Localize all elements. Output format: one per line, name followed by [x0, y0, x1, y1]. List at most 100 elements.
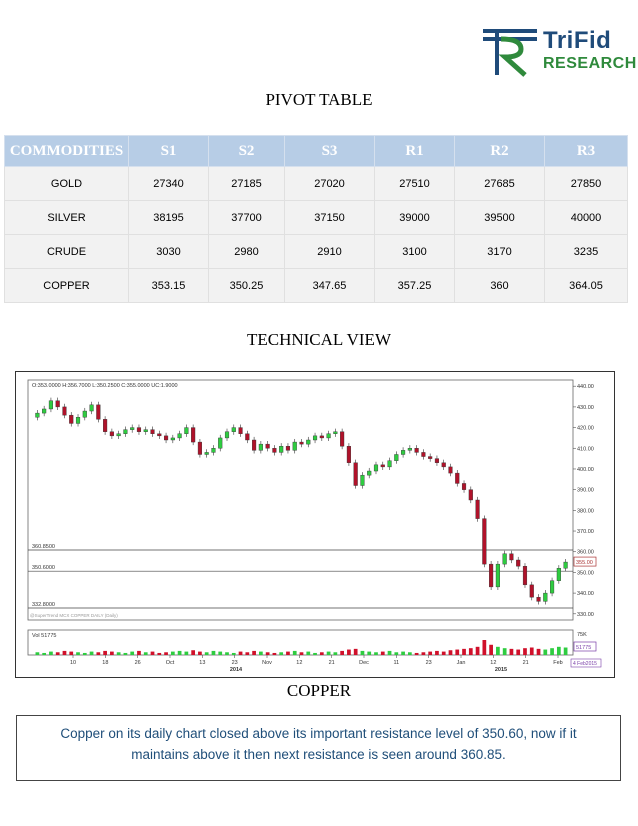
- candle-body: [157, 433, 162, 437]
- volume-bar: [489, 644, 493, 655]
- candle-body: [130, 427, 135, 430]
- volume-bar: [333, 652, 338, 655]
- x-tick-label: Nov: [262, 660, 272, 666]
- volume-bar: [468, 648, 473, 655]
- volume-bar: [286, 651, 290, 655]
- candle-body: [211, 448, 216, 453]
- analysis-comment: Copper on its daily chart closed above i…: [60, 726, 577, 762]
- volume-bar: [103, 650, 107, 655]
- level-label: 332.8000: [32, 602, 55, 608]
- candle-body: [461, 483, 467, 490]
- candle-body: [441, 462, 446, 468]
- pivot-table-title: PIVOT TABLE: [265, 90, 373, 109]
- candle-body: [150, 429, 155, 434]
- candle-body: [69, 414, 74, 424]
- candle-body: [475, 499, 480, 519]
- candle-body: [197, 441, 202, 455]
- last-price-label: 355.00: [576, 560, 593, 566]
- candle-body: [35, 412, 40, 418]
- level-label: 360.8500: [32, 544, 55, 550]
- volume-bar: [137, 650, 141, 655]
- candle-body: [89, 404, 94, 412]
- candle-body: [353, 462, 358, 486]
- header-cell: R2: [454, 135, 545, 167]
- year-label: 2015: [495, 667, 507, 673]
- volume-bar: [360, 650, 365, 655]
- candle-body: [340, 431, 345, 447]
- table-cell: 357.25: [374, 268, 455, 303]
- table-cell: 27020: [284, 166, 375, 201]
- candle-body: [550, 580, 555, 594]
- candle-body: [245, 433, 250, 441]
- volume-bar: [143, 652, 148, 655]
- volume-bar: [218, 651, 223, 655]
- x-tick-label: 13: [199, 660, 205, 666]
- volume-bar: [231, 652, 236, 655]
- candle-body: [265, 443, 270, 449]
- table-cell: GOLD: [4, 166, 129, 201]
- candle-body: [319, 435, 324, 439]
- volume-bar: [563, 647, 568, 655]
- volume-bar: [509, 648, 514, 655]
- table-cell: 3170: [454, 234, 545, 269]
- copper-chart: O:353.0000 H:356.7000 L:350.2500 C:355.0…: [15, 371, 615, 678]
- x-tick-label: 21: [329, 660, 335, 666]
- volume-bar: [42, 652, 47, 655]
- last-volume-label: 51775: [576, 645, 591, 651]
- volume-bar: [313, 652, 317, 655]
- candle-body: [170, 437, 175, 441]
- volume-bar: [306, 651, 311, 655]
- table-cell: 3235: [544, 234, 628, 269]
- volume-bar: [367, 651, 372, 655]
- y-tick-label: 440.00: [577, 384, 594, 390]
- volume-bar: [414, 652, 419, 655]
- table-cell: 38195: [128, 200, 209, 235]
- volume-bar: [89, 651, 94, 655]
- volume-bar: [475, 646, 480, 655]
- volume-bar: [374, 652, 378, 655]
- volume-bar: [191, 650, 196, 655]
- x-tick-label: Oct: [166, 660, 175, 666]
- pivot-table: COMMODITIES S1 S2 S3 R1 R2 R3 GOLD 27340…: [4, 135, 628, 303]
- volume-bar: [238, 651, 243, 655]
- volume-bar: [96, 652, 101, 655]
- x-tick-label: Feb: [553, 660, 562, 666]
- volume-bar: [69, 651, 74, 655]
- candle-body: [414, 448, 419, 453]
- volume-bar: [211, 650, 216, 655]
- table-cell: 27340: [128, 166, 209, 201]
- candle-body: [272, 448, 277, 453]
- y-tick-label: 430.00: [577, 405, 594, 411]
- candle-body: [529, 584, 534, 598]
- table-cell: 37150: [284, 200, 375, 235]
- ohlc-header: O:353.0000 H:356.7000 L:350.2500 C:355.0…: [32, 383, 178, 389]
- logo-text-research: RESEARCH: [543, 55, 637, 72]
- table-cell: 39500: [454, 200, 545, 235]
- candle-body: [407, 448, 412, 451]
- volume-bar: [407, 652, 412, 655]
- volume-bar: [462, 648, 466, 655]
- y-tick-label: 330.00: [577, 612, 594, 618]
- x-tick-label: Jan: [457, 660, 466, 666]
- candle-body: [218, 437, 223, 449]
- volume-bar: [252, 650, 256, 655]
- volume-bar: [184, 651, 189, 655]
- volume-bar: [150, 651, 155, 655]
- volume-bar: [130, 651, 135, 655]
- candle-body: [224, 431, 230, 439]
- volume-bar: [347, 649, 351, 655]
- volume-bar: [170, 651, 175, 655]
- candle-body: [428, 456, 433, 459]
- candle-body: [333, 431, 338, 434]
- candle-body: [401, 450, 406, 455]
- volume-bar: [319, 652, 324, 655]
- volume-bar: [523, 648, 527, 655]
- volume-bar: [35, 652, 40, 655]
- candle-body: [48, 400, 53, 410]
- header-cell: COMMODITIES: [4, 135, 129, 167]
- year-label: 2014: [230, 667, 243, 673]
- candle-body: [204, 452, 209, 455]
- table-cell: 350.25: [208, 268, 285, 303]
- y-tick-label: 380.00: [577, 508, 594, 514]
- volume-bar: [76, 652, 80, 655]
